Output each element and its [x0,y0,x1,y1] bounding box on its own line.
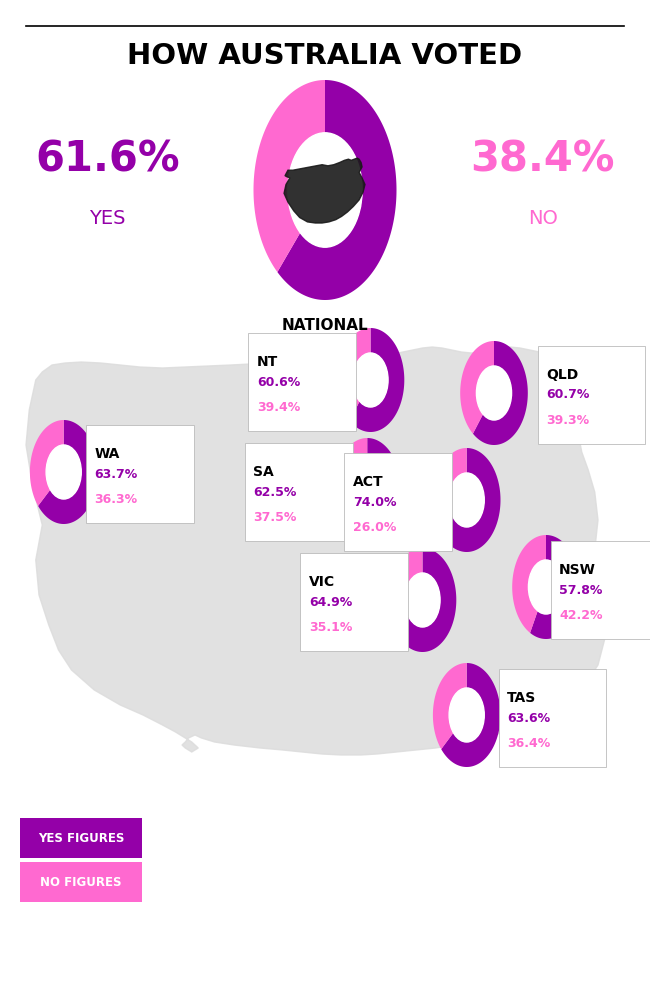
Polygon shape [254,80,325,272]
Polygon shape [395,548,456,652]
Polygon shape [333,438,367,527]
FancyBboxPatch shape [538,346,645,444]
Text: 57.8%: 57.8% [559,584,603,596]
Polygon shape [441,663,500,767]
Polygon shape [30,420,64,506]
Polygon shape [278,80,396,300]
Text: VIC: VIC [309,575,335,589]
Text: 61.6%: 61.6% [35,139,179,181]
Polygon shape [38,420,98,524]
Text: QLD: QLD [546,368,578,382]
Text: SA: SA [254,465,274,479]
Text: 63.7%: 63.7% [94,468,138,481]
Text: 74.0%: 74.0% [353,495,396,508]
Polygon shape [26,347,608,755]
Text: 60.7%: 60.7% [546,388,590,401]
FancyBboxPatch shape [245,443,353,541]
Circle shape [353,353,388,407]
Text: 62.5%: 62.5% [254,486,297,498]
Circle shape [528,560,564,614]
Text: 60.6%: 60.6% [257,375,300,388]
Circle shape [288,133,362,247]
Text: HOW AUSTRALIA VOTED: HOW AUSTRALIA VOTED [127,42,523,70]
Text: 42.2%: 42.2% [559,609,603,622]
Circle shape [476,366,512,420]
Text: WA: WA [94,447,120,461]
Polygon shape [433,448,500,552]
Polygon shape [433,663,467,749]
Text: NO: NO [528,209,558,228]
FancyBboxPatch shape [300,553,408,651]
Text: 36.3%: 36.3% [94,493,137,506]
Circle shape [405,573,440,627]
Polygon shape [389,548,422,631]
Circle shape [449,473,484,527]
Text: 37.5%: 37.5% [254,511,297,524]
Text: 38.4%: 38.4% [471,139,615,181]
Polygon shape [337,328,370,421]
Text: 63.6%: 63.6% [507,712,550,724]
Polygon shape [433,448,467,503]
Polygon shape [473,341,528,445]
Polygon shape [460,341,494,434]
Text: NSW: NSW [559,563,596,577]
Text: YES: YES [89,209,125,228]
FancyBboxPatch shape [551,541,650,639]
FancyBboxPatch shape [20,862,142,902]
Text: 26.0%: 26.0% [353,521,396,534]
Text: 36.4%: 36.4% [507,737,551,750]
Text: ACT: ACT [353,475,384,489]
FancyBboxPatch shape [248,333,356,431]
FancyBboxPatch shape [344,453,452,551]
FancyBboxPatch shape [499,669,606,767]
Text: 39.4%: 39.4% [257,401,300,414]
Text: 64.9%: 64.9% [309,595,352,608]
Polygon shape [512,535,546,633]
Text: NATIONAL: NATIONAL [281,318,369,333]
FancyBboxPatch shape [86,425,194,523]
Circle shape [449,688,484,742]
Text: 35.1%: 35.1% [309,621,352,634]
Circle shape [46,445,81,499]
Text: NO FIGURES: NO FIGURES [40,876,122,888]
Polygon shape [343,438,401,542]
Text: TAS: TAS [507,691,536,705]
Text: 39.3%: 39.3% [546,414,589,427]
Text: YES FIGURES: YES FIGURES [38,832,124,844]
Polygon shape [284,158,365,223]
Polygon shape [350,328,404,432]
Circle shape [350,463,385,517]
Text: NT: NT [257,355,278,369]
Polygon shape [530,535,580,639]
FancyBboxPatch shape [20,818,142,858]
